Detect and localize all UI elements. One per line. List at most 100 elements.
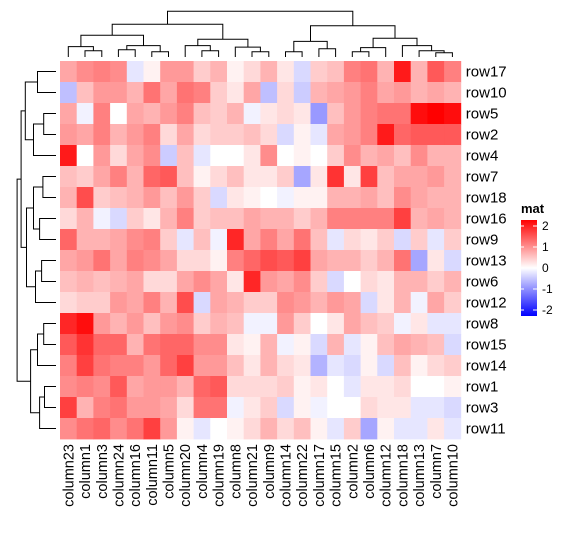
row-label: row11 [466, 421, 506, 438]
heatmap-cell [110, 313, 128, 335]
heatmap-cell [327, 145, 345, 167]
heatmap-cell [60, 271, 78, 293]
heatmap-cell [210, 376, 228, 398]
heatmap-cell [243, 313, 261, 335]
heatmap-cell [110, 208, 128, 230]
heatmap-cell [277, 271, 295, 293]
heatmap-cell [210, 250, 228, 272]
heatmap-cell [277, 355, 295, 377]
heatmap-cell [444, 229, 462, 251]
heatmap-cell [110, 292, 128, 314]
heatmap-cell [310, 166, 328, 188]
heatmap-cell [260, 208, 278, 230]
heatmap-cell [176, 145, 194, 167]
heatmap-cell [377, 271, 395, 293]
heatmap-cell [277, 103, 295, 125]
heatmap-cell [410, 187, 428, 209]
heatmap-cell [444, 145, 462, 167]
heatmap-cell [394, 124, 412, 146]
heatmap-cell [277, 376, 295, 398]
heatmap-cell [210, 271, 228, 293]
heatmap-cell [260, 292, 278, 314]
heatmap-cell [260, 229, 278, 251]
dendrogram-branch [37, 71, 56, 93]
heatmap-cell [343, 334, 361, 356]
heatmap-cell [227, 397, 245, 419]
heatmap-cell [377, 355, 395, 377]
heatmap-cell [126, 103, 144, 125]
dendrogram-branch [201, 50, 220, 57]
heatmap-cell [427, 250, 445, 272]
heatmap-cell [93, 145, 111, 167]
heatmap-cell [277, 61, 295, 83]
heatmap-cell [277, 334, 295, 356]
heatmap-cell [260, 124, 278, 146]
heatmap-cell [176, 418, 194, 440]
heatmap-cell [76, 166, 94, 188]
row-label: row18 [466, 190, 507, 207]
column-label: column1 [78, 444, 94, 499]
row-label: row2 [466, 127, 499, 144]
heatmap-cell [343, 187, 361, 209]
row-label: row5 [466, 106, 499, 123]
dendrogram-branch [39, 218, 56, 240]
heatmap-cell [60, 334, 78, 356]
heatmap-cell [427, 397, 445, 419]
heatmap-cell [444, 250, 462, 272]
heatmap-cell [126, 418, 144, 440]
heatmap-cell [260, 82, 278, 104]
heatmap-cell [176, 208, 194, 230]
heatmap-cell [394, 187, 412, 209]
column-label: column24 [111, 444, 127, 507]
heatmap-cell [210, 103, 228, 125]
legend-title: mat [521, 201, 545, 216]
heatmap-cell [243, 145, 261, 167]
heatmap-cell [93, 376, 111, 398]
heatmap-cell [227, 271, 245, 293]
heatmap-cell [60, 145, 78, 167]
heatmap-cell [427, 208, 445, 230]
heatmap-cell [293, 313, 311, 335]
heatmap-cell [310, 208, 328, 230]
heatmap-cell [394, 271, 412, 293]
heatmap-cell [327, 376, 345, 398]
dendrogram-branch [111, 23, 224, 40]
heatmap-cell [410, 355, 428, 377]
column-label: column21 [245, 444, 261, 507]
heatmap-cell [444, 103, 462, 125]
heatmap-cell [427, 145, 445, 167]
legend-colorbar [521, 220, 537, 316]
heatmap-cell [327, 271, 345, 293]
heatmap-cell [427, 82, 445, 104]
heatmap-cell [60, 418, 78, 440]
row-label: row15 [466, 337, 507, 354]
heatmap-cell [360, 250, 378, 272]
heatmap-cell [76, 334, 94, 356]
heatmap-cell [343, 271, 361, 293]
heatmap-cell [60, 313, 78, 335]
heatmap-cell [260, 187, 278, 209]
heatmap-cell [343, 61, 361, 83]
heatmap-cell [143, 208, 161, 230]
heatmap-cell [110, 103, 128, 125]
heatmap-cell [227, 313, 245, 335]
heatmap-cell [327, 334, 345, 356]
heatmap-cell [293, 82, 311, 104]
heatmap-cell [377, 145, 395, 167]
heatmap-cell [93, 208, 111, 230]
heatmap-cell [394, 166, 412, 188]
heatmap-cell [110, 187, 128, 209]
heatmap-cell [210, 166, 228, 188]
heatmap-cell [444, 271, 462, 293]
heatmap-cell [126, 313, 144, 335]
heatmap-cell [110, 61, 128, 83]
heatmap-cell [394, 418, 412, 440]
heatmap-cell [394, 103, 412, 125]
column-dendrogram [67, 10, 453, 57]
heatmap-cell [394, 355, 412, 377]
dendrogram-branch [33, 186, 43, 230]
heatmap-cell [243, 61, 261, 83]
heatmap-cell [410, 250, 428, 272]
heatmap-cell [394, 82, 412, 104]
heatmap-cell [210, 187, 228, 209]
